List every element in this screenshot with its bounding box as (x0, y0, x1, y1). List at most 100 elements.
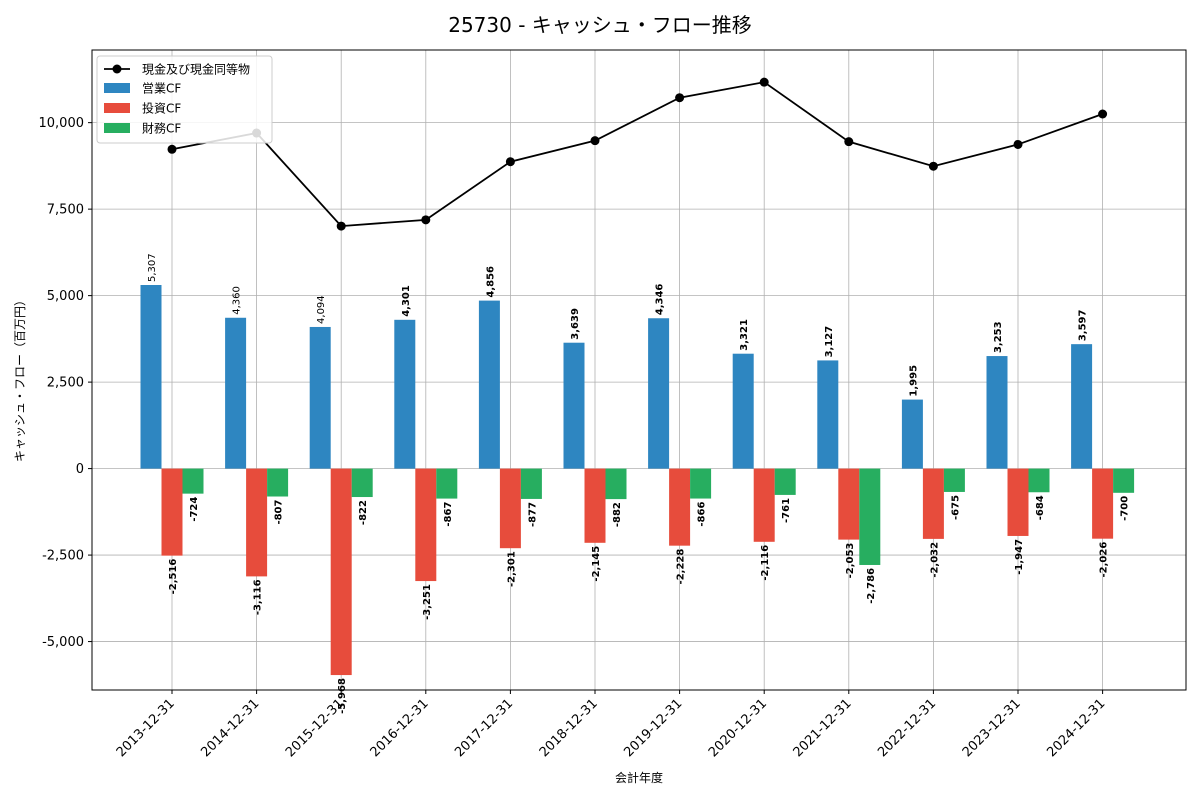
y-tick-label: 0 (76, 462, 84, 477)
bar-operating (140, 285, 162, 469)
bar-value-label: -5,968 (337, 678, 348, 714)
bar-value-label: -2,786 (866, 568, 877, 604)
cash-balance-point (590, 136, 600, 146)
bar-value-label: -822 (358, 500, 369, 525)
bar-operating (394, 319, 416, 469)
legend-label: 財務CF (142, 121, 181, 136)
y-axis-title: キャッシュ・フロー（百万円） (13, 294, 27, 462)
bar-value-label: 3,253 (993, 321, 1004, 353)
x-tick-label: 2014-12-31 (198, 696, 262, 760)
bar-financing (1028, 468, 1050, 493)
bar-operating (986, 356, 1008, 469)
cash-balance-point (1098, 109, 1108, 119)
y-tick-label: -5,000 (42, 635, 84, 650)
x-tick-label: 2020-12-31 (706, 696, 770, 760)
bar-investing (1007, 468, 1029, 536)
grid (92, 50, 1186, 690)
bar-financing (859, 468, 881, 565)
legend-box (96, 55, 273, 144)
bar-financing (1113, 468, 1135, 493)
y-tick-label: 7,500 (47, 203, 84, 218)
bar-value-label: -807 (274, 499, 285, 524)
bar-value-label: -2,301 (506, 551, 517, 587)
bar-financing (182, 468, 204, 494)
bar-value-label: 5,307 (147, 253, 158, 282)
bar-investing (161, 468, 183, 556)
bar-operating (225, 317, 247, 469)
cash-balance-line (171, 81, 1103, 228)
bar-value-label: -3,251 (422, 584, 433, 620)
legend-label: 営業CF (142, 82, 181, 96)
bar-operating (901, 399, 923, 469)
bar-financing (605, 468, 627, 500)
bar-value-label: -2,516 (168, 559, 179, 595)
bar-operating (732, 353, 754, 469)
bar-value-label: -700 (1120, 496, 1131, 521)
bar-investing (753, 468, 775, 542)
y-tick-label: 2,500 (47, 376, 84, 391)
y-tick-label: -2,500 (42, 549, 84, 564)
legend-swatch (104, 103, 130, 113)
bar-value-label: -2,145 (591, 546, 602, 582)
bar-financing (351, 468, 373, 498)
bar-financing (520, 468, 542, 499)
bar-labels: 5,307 4,360 4,094 4,301 4,856 3,639 4,346 3,321… (147, 253, 1131, 713)
y-tick-label: 5,000 (47, 289, 84, 304)
cash-balance-point (759, 77, 769, 87)
cash-balance-point (505, 157, 515, 167)
x-tick-label: 2023-12-31 (960, 696, 1024, 760)
bar-operating (563, 342, 585, 469)
legend-label: 投資CF (142, 101, 181, 116)
chart-title: 25730 - キャッシュ・フロー推移 (448, 13, 752, 37)
bar-operating (648, 318, 670, 469)
bar-value-label: 3,127 (824, 326, 835, 358)
cash-balance-point (844, 137, 854, 147)
bar-value-label: -2,228 (676, 549, 687, 585)
legend-swatch (104, 123, 130, 133)
y-axis: -5,000 -2,500 0 2,500 5,000 7,500 10,000 (39, 116, 92, 650)
bar-financing (943, 468, 965, 492)
bar-operating (1071, 344, 1093, 469)
x-tick-label: 2024-12-31 (1044, 696, 1108, 760)
x-tick-label: 2021-12-31 (791, 696, 855, 760)
bar-investing (330, 468, 352, 676)
bar-value-label: 4,094 (316, 295, 327, 324)
bar-value-label: 3,639 (570, 308, 581, 340)
bar-value-label: -3,116 (253, 579, 264, 615)
bar-operating (817, 360, 839, 469)
bar-investing (1092, 468, 1114, 539)
bar-investing (415, 468, 437, 582)
x-tick-label: 2013-12-31 (114, 696, 178, 760)
bar-value-label: -2,032 (929, 542, 940, 578)
plot-frame (91, 49, 1187, 691)
bar-value-label: -684 (1035, 495, 1046, 520)
bar-investing (669, 468, 691, 546)
bar-value-label: 3,321 (739, 319, 750, 351)
bars (140, 285, 1135, 676)
bar-investing (584, 468, 606, 543)
bar-investing (499, 468, 521, 549)
bar-value-label: -2,053 (845, 543, 856, 579)
bar-operating (309, 326, 331, 469)
line-series (167, 77, 1108, 231)
bar-value-label: -1,947 (1014, 539, 1025, 575)
x-tick-label: 2016-12-31 (368, 696, 432, 760)
bar-value-label: -724 (189, 497, 200, 522)
cash-balance-point (1013, 139, 1023, 149)
bar-value-label: 3,597 (1078, 309, 1089, 341)
bar-financing (690, 468, 712, 499)
bar-value-label: -2,026 (1099, 542, 1110, 578)
bar-value-label: 1,995 (908, 365, 919, 397)
y-tick-label: 10,000 (39, 116, 85, 131)
cash-balance-point (928, 161, 938, 171)
bar-value-label: -882 (612, 502, 623, 527)
bar-value-label: 4,856 (485, 266, 496, 298)
x-axis: 2013-12-31 2014-12-31 2015-12-31 2016-12-31… (114, 690, 1108, 760)
bar-value-label: -877 (527, 502, 538, 527)
cash-balance-point (675, 93, 685, 103)
bar-investing (246, 468, 268, 577)
bar-value-label: -867 (443, 502, 454, 527)
